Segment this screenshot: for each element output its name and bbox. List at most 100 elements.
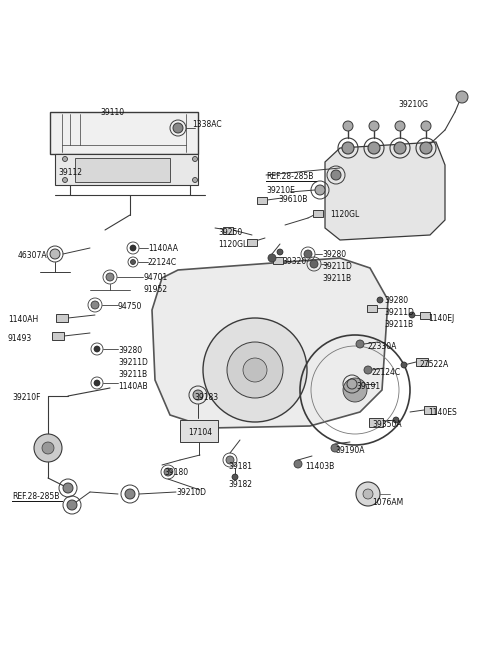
Text: 1120GL: 1120GL bbox=[330, 210, 359, 219]
Text: 27522A: 27522A bbox=[420, 360, 449, 369]
Text: 39320: 39320 bbox=[282, 257, 306, 266]
Circle shape bbox=[393, 417, 399, 423]
Circle shape bbox=[277, 249, 283, 255]
Circle shape bbox=[62, 178, 68, 183]
Bar bbox=[75, 158, 170, 182]
Text: 39280: 39280 bbox=[322, 250, 346, 259]
Circle shape bbox=[331, 170, 341, 180]
Circle shape bbox=[63, 483, 73, 493]
Text: 39183: 39183 bbox=[194, 393, 218, 402]
Text: 11403B: 11403B bbox=[305, 462, 334, 471]
Bar bbox=[50, 112, 198, 154]
Bar bbox=[424, 406, 436, 414]
Circle shape bbox=[192, 178, 197, 183]
Text: 1140AA: 1140AA bbox=[148, 244, 178, 253]
Text: 91952: 91952 bbox=[143, 285, 167, 294]
Text: 39210E: 39210E bbox=[266, 186, 295, 195]
Text: 39280: 39280 bbox=[384, 296, 408, 305]
Circle shape bbox=[42, 442, 54, 454]
Circle shape bbox=[91, 301, 99, 309]
Text: 91493: 91493 bbox=[8, 334, 32, 343]
Circle shape bbox=[94, 380, 100, 386]
Text: 39211D: 39211D bbox=[384, 308, 414, 317]
Text: 39211D: 39211D bbox=[322, 262, 352, 271]
Circle shape bbox=[456, 91, 468, 103]
Text: 39211B: 39211B bbox=[118, 370, 147, 379]
Circle shape bbox=[125, 489, 135, 499]
Circle shape bbox=[315, 185, 325, 195]
Circle shape bbox=[401, 362, 407, 368]
Text: 1140AH: 1140AH bbox=[8, 315, 38, 324]
Text: 39210D: 39210D bbox=[176, 488, 206, 497]
Circle shape bbox=[193, 390, 203, 400]
Circle shape bbox=[363, 489, 373, 499]
Polygon shape bbox=[325, 142, 445, 240]
Circle shape bbox=[394, 142, 406, 154]
Text: 22124C: 22124C bbox=[148, 258, 177, 267]
Circle shape bbox=[243, 358, 267, 382]
Polygon shape bbox=[55, 154, 198, 185]
Circle shape bbox=[395, 121, 405, 131]
Circle shape bbox=[106, 273, 114, 281]
Bar bbox=[180, 420, 218, 442]
Text: 39210G: 39210G bbox=[398, 100, 428, 109]
Circle shape bbox=[409, 312, 415, 318]
Text: 1338AC: 1338AC bbox=[192, 120, 222, 129]
Bar bbox=[52, 332, 64, 340]
Text: 22124C: 22124C bbox=[372, 368, 401, 377]
Bar bbox=[420, 312, 430, 318]
Text: 39110: 39110 bbox=[100, 108, 124, 117]
Circle shape bbox=[421, 121, 431, 131]
Circle shape bbox=[226, 456, 234, 464]
Circle shape bbox=[347, 379, 357, 389]
Circle shape bbox=[294, 460, 302, 468]
Bar bbox=[257, 196, 267, 204]
Circle shape bbox=[369, 121, 379, 131]
Bar bbox=[367, 305, 377, 312]
Text: 1140ES: 1140ES bbox=[428, 408, 457, 417]
Bar bbox=[247, 238, 257, 246]
Text: 39182: 39182 bbox=[228, 480, 252, 489]
Circle shape bbox=[173, 123, 183, 133]
Text: 39211D: 39211D bbox=[118, 358, 148, 367]
Circle shape bbox=[164, 468, 172, 476]
Circle shape bbox=[192, 157, 197, 162]
Circle shape bbox=[377, 297, 383, 303]
Circle shape bbox=[356, 482, 380, 506]
Text: 39112: 39112 bbox=[58, 168, 82, 177]
Circle shape bbox=[232, 474, 238, 480]
Text: 39181: 39181 bbox=[228, 462, 252, 471]
Text: 39211B: 39211B bbox=[384, 320, 413, 329]
Circle shape bbox=[227, 342, 283, 398]
Bar bbox=[313, 210, 323, 217]
Text: 39610B: 39610B bbox=[278, 195, 307, 204]
Text: 39210F: 39210F bbox=[12, 393, 40, 402]
Circle shape bbox=[131, 259, 135, 265]
Text: 1076AM: 1076AM bbox=[372, 498, 403, 507]
Circle shape bbox=[343, 121, 353, 131]
Text: 39211B: 39211B bbox=[322, 274, 351, 283]
Text: 22330A: 22330A bbox=[368, 342, 397, 351]
Circle shape bbox=[356, 340, 364, 348]
Circle shape bbox=[420, 142, 432, 154]
Circle shape bbox=[67, 500, 77, 510]
Text: 39280: 39280 bbox=[118, 346, 142, 355]
Circle shape bbox=[268, 254, 276, 262]
Circle shape bbox=[62, 157, 68, 162]
Text: 1140EJ: 1140EJ bbox=[428, 314, 454, 323]
Text: 94750: 94750 bbox=[118, 302, 143, 311]
Circle shape bbox=[203, 318, 307, 422]
Circle shape bbox=[343, 378, 367, 402]
Circle shape bbox=[364, 366, 372, 374]
Bar bbox=[56, 314, 68, 322]
Text: 46307A: 46307A bbox=[18, 251, 48, 260]
Text: 1120GL: 1120GL bbox=[218, 240, 247, 249]
Circle shape bbox=[342, 142, 354, 154]
Polygon shape bbox=[152, 258, 388, 428]
Circle shape bbox=[34, 434, 62, 462]
Bar bbox=[223, 227, 233, 233]
Text: 39191: 39191 bbox=[356, 382, 380, 391]
Text: 1140AB: 1140AB bbox=[118, 382, 148, 391]
Text: 94701: 94701 bbox=[143, 273, 167, 282]
Circle shape bbox=[304, 250, 312, 258]
